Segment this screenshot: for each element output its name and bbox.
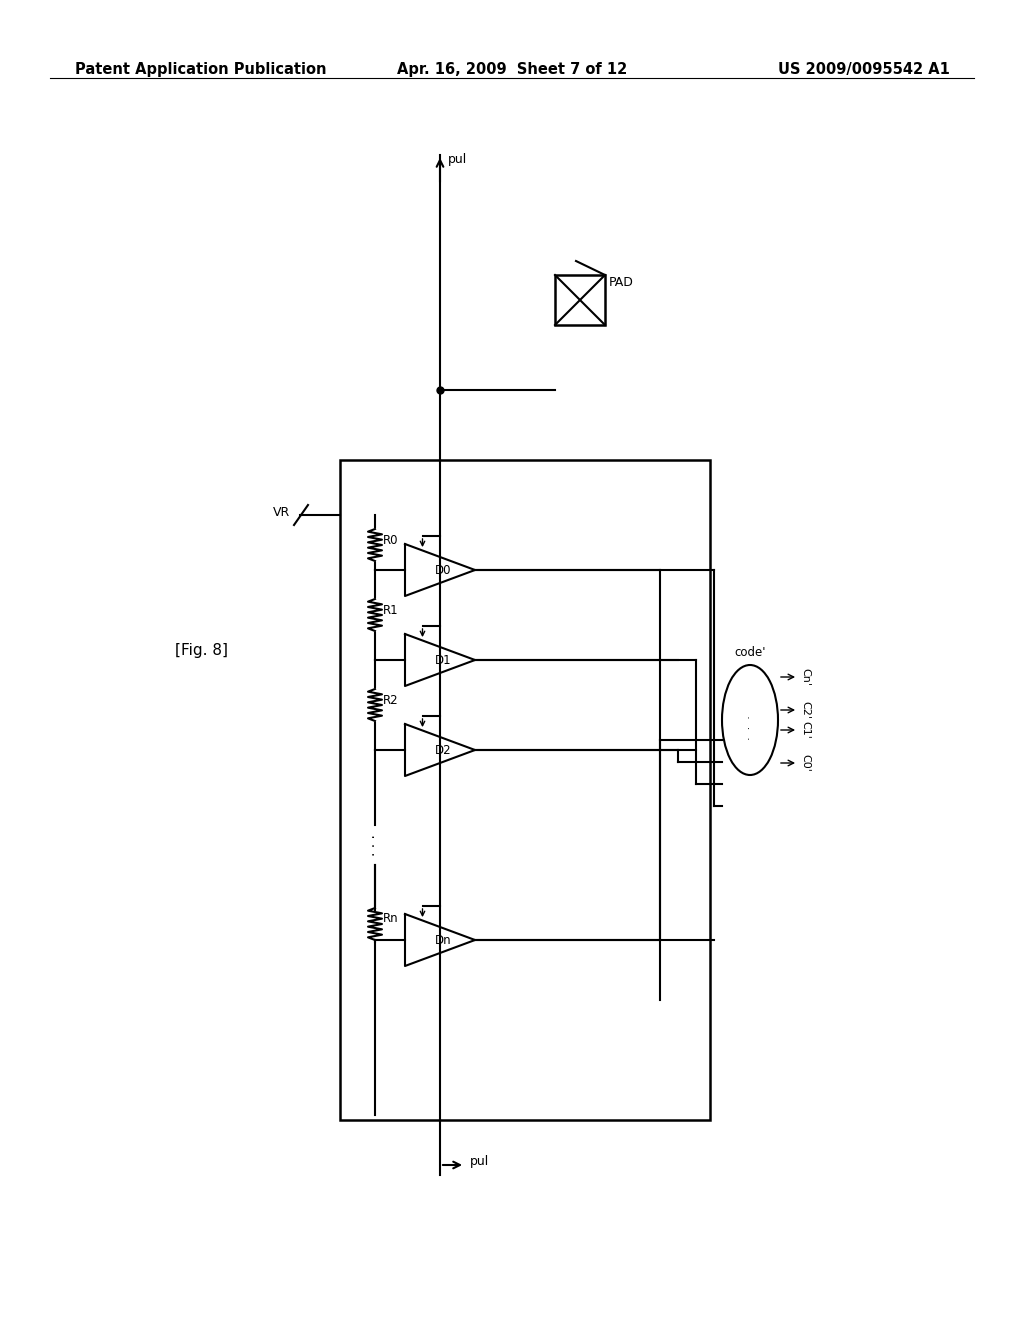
Text: pul: pul [470, 1155, 489, 1168]
Text: ·  ·  ·: · · · [745, 715, 755, 741]
Text: D1: D1 [435, 653, 452, 667]
Bar [340, 459, 710, 1119]
Text: D2: D2 [435, 743, 452, 756]
Bar [555, 275, 605, 325]
Text: Patent Application Publication: Patent Application Publication [75, 62, 327, 77]
Text: Dn: Dn [435, 933, 452, 946]
Text: Apr. 16, 2009  Sheet 7 of 12: Apr. 16, 2009 Sheet 7 of 12 [397, 62, 627, 77]
Text: PAD: PAD [609, 276, 634, 289]
Text: Cn': Cn' [800, 668, 810, 686]
Text: C0': C0' [800, 754, 810, 772]
Text: pul: pul [449, 153, 467, 166]
Text: C2': C2' [800, 701, 810, 719]
Text: Rn: Rn [383, 912, 398, 925]
Text: US 2009/0095542 A1: US 2009/0095542 A1 [778, 62, 950, 77]
Text: D0: D0 [435, 564, 452, 577]
Text: code': code' [734, 647, 766, 660]
Text: R0: R0 [383, 533, 398, 546]
Text: VR: VR [272, 506, 290, 519]
Text: · · ·: · · · [368, 834, 382, 855]
Text: [Fig. 8]: [Fig. 8] [175, 643, 228, 657]
Text: R1: R1 [383, 603, 398, 616]
Text: C1': C1' [800, 721, 810, 739]
Text: R2: R2 [383, 693, 398, 706]
